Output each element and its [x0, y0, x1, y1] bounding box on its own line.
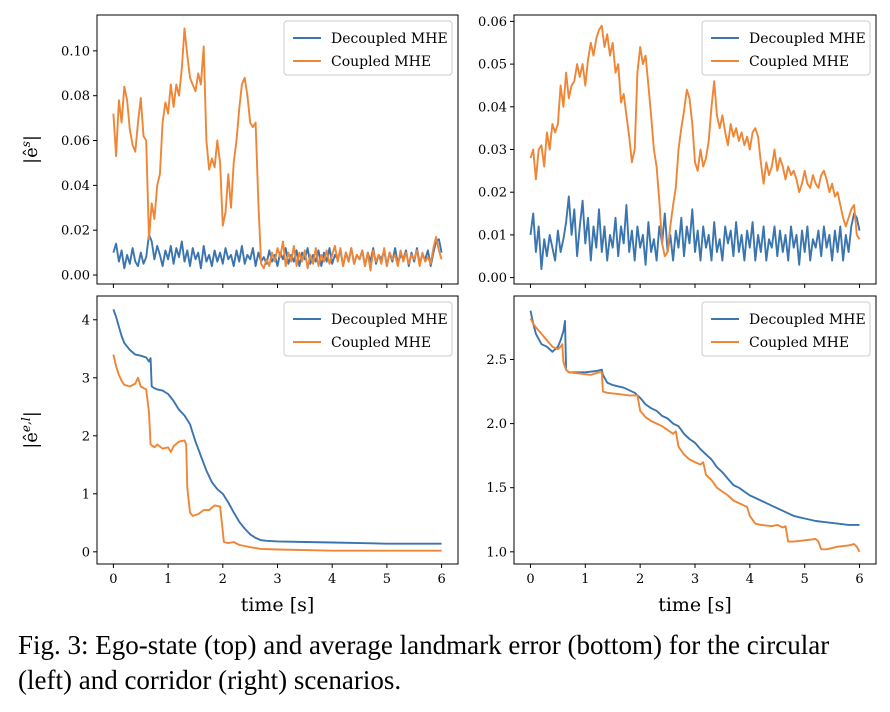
y-tick-label: 0.06 [61, 134, 90, 149]
panel-top-left: 0.00 0.02 0.04 0.06 0.08 0.10 |ês| Decoupled MH… [19, 14, 459, 288]
y-tick-label: 1.0 [486, 545, 507, 560]
x-tick-label: 2 [636, 572, 644, 587]
series-line-coupled [112, 27, 443, 272]
series-line-decoupled [529, 310, 860, 526]
legend-label: Decoupled MHE [749, 312, 866, 328]
x-tick-label: 3 [691, 572, 699, 587]
y-tick-label: 0.04 [61, 179, 90, 194]
legend-box [283, 301, 453, 357]
x-tick-label: 6 [855, 572, 863, 587]
x-tick-label: 4 [746, 572, 754, 587]
legend-label: Coupled MHE [331, 335, 431, 351]
x-tick-label: 1 [164, 572, 172, 587]
legend: Decoupled MHE Coupled MHE [701, 301, 871, 357]
y-tick-label: 0.04 [478, 100, 507, 115]
legend-box [701, 20, 871, 76]
y-tick-label: 0.08 [61, 89, 90, 104]
legend-box [701, 301, 871, 357]
x-tick-label: 2 [219, 572, 227, 587]
figure-canvas: 0.00 0.02 0.04 0.06 0.08 0.10 |ês| Decoupled MH… [19, 14, 877, 616]
series-line-coupled [529, 24, 861, 258]
series-line-decoupled [112, 308, 442, 545]
y-tick-label: 2.5 [486, 353, 507, 368]
y-tick-label: 1 [82, 487, 90, 502]
panel-top-right: 0.00 0.01 0.02 0.03 0.04 0.05 0.06 Decoupled MH… [478, 14, 877, 288]
y-tick-label: 4 [82, 313, 90, 328]
y-tick-label: 0.10 [61, 44, 90, 59]
x-tick-label: 0 [526, 572, 534, 587]
legend: Decoupled MHE Coupled MHE [701, 20, 871, 76]
y-axis-label: |êe,l| [19, 411, 42, 449]
series-line-coupled [529, 317, 861, 553]
y-tick-label: 2 [82, 429, 90, 444]
x-tick-label: 5 [801, 572, 809, 587]
x-tick-label: 6 [437, 572, 445, 587]
legend-label: Coupled MHE [749, 54, 849, 70]
y-tick-label: 0.00 [61, 269, 90, 284]
legend-label: Decoupled MHE [331, 312, 448, 328]
y-tick-label: 0.00 [478, 271, 507, 286]
x-tick-label: 3 [273, 572, 281, 587]
y-tick-label: 0.02 [478, 186, 507, 201]
x-tick-label: 4 [328, 572, 336, 587]
y-tick-label: 0.06 [478, 15, 507, 30]
x-tick-label: 1 [581, 572, 589, 587]
panel-bottom-left: 0 1 2 3 4 5 6 0 1 2 3 4 time [s] |êe,l| Decoupled MHE C… [19, 295, 459, 616]
series-line-coupled [112, 354, 442, 552]
y-tick-label: 0.05 [478, 58, 507, 73]
y-axis-label: |ês| [19, 135, 42, 164]
legend-label: Coupled MHE [331, 54, 431, 70]
y-tick-label: 2.0 [486, 417, 507, 432]
y-tick-label: 0.02 [61, 224, 90, 239]
panel-bottom-right: 0 1 2 3 4 5 6 1.0 1.5 2.0 2.5 time [s] Decoupled MHE… [486, 295, 877, 616]
legend: Decoupled MHE Coupled MHE [283, 301, 453, 357]
legend-label: Decoupled MHE [331, 31, 448, 47]
y-tick-label: 0.01 [478, 228, 507, 243]
series-line-decoupled [529, 195, 861, 271]
y-tick-label: 3 [82, 371, 90, 386]
x-axis-label: time [s] [658, 594, 732, 616]
legend-label: Decoupled MHE [749, 31, 866, 47]
figure-caption: Fig. 3: Ego-state (top) and average land… [18, 630, 830, 695]
x-tick-label: 5 [383, 572, 391, 587]
legend: Decoupled MHE Coupled MHE [283, 20, 453, 76]
y-tick-label: 0 [82, 545, 90, 560]
y-tick-label: 1.5 [486, 481, 507, 496]
y-tick-label: 0.03 [478, 143, 507, 158]
x-axis-label: time [s] [241, 594, 315, 616]
legend-box [283, 20, 453, 76]
legend-label: Coupled MHE [749, 335, 849, 351]
x-tick-label: 0 [109, 572, 117, 587]
